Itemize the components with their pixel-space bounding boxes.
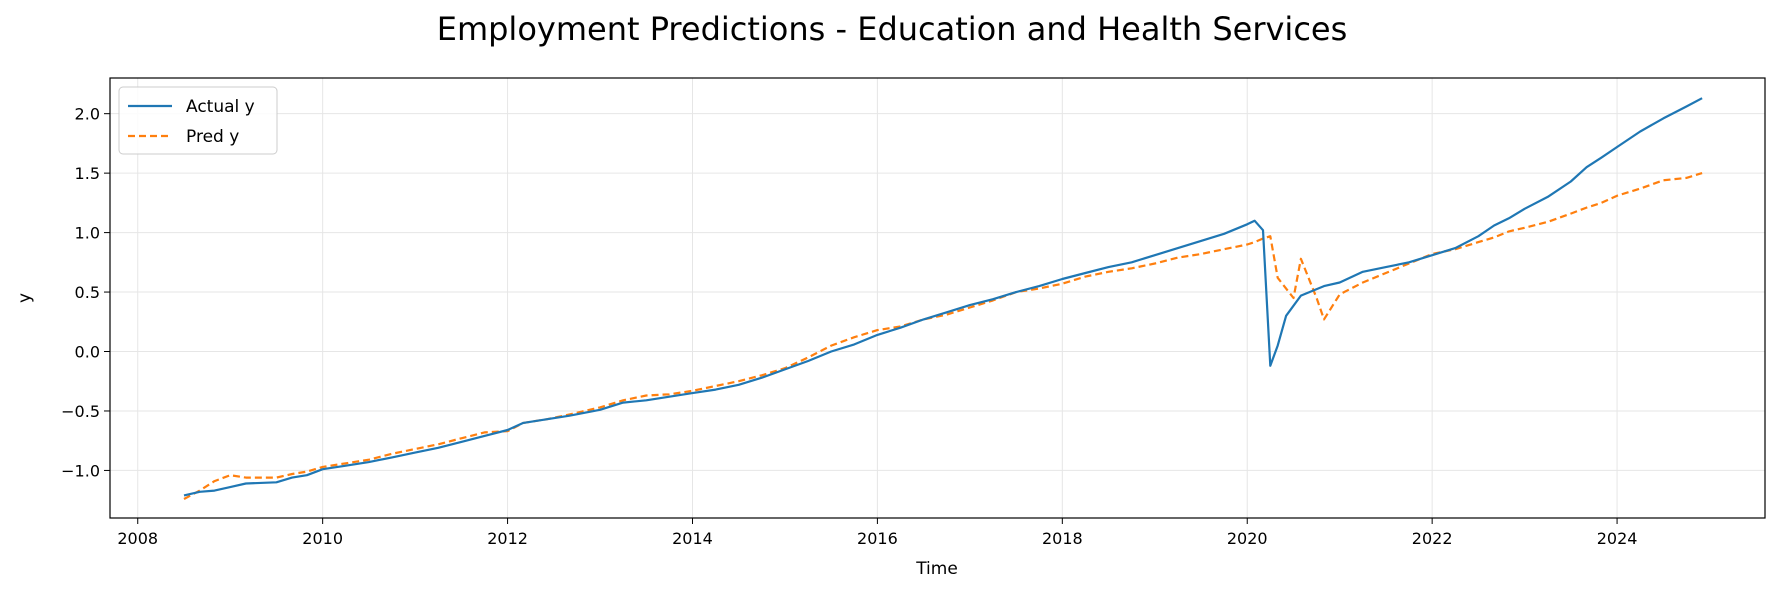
legend-label-pred: Pred y — [186, 127, 239, 147]
x-axis-label: Time — [915, 559, 958, 579]
chart-title: Employment Predictions - Education and H… — [437, 10, 1348, 48]
y-tick-label: 2.0 — [75, 105, 100, 124]
y-axis-label: y — [15, 293, 35, 303]
x-tick-label: 2016 — [857, 529, 898, 548]
y-tick-label: 0.0 — [75, 343, 100, 362]
x-axis: 2008 2010 2012 2014 2016 2018 2020 2022 2024 — [117, 518, 1637, 548]
x-tick-label: 2010 — [302, 529, 343, 548]
x-tick-label: 2020 — [1227, 529, 1268, 548]
x-tick-label: 2022 — [1412, 529, 1453, 548]
legend: Actual y Pred y — [118, 86, 278, 155]
series-line-actual — [183, 97, 1703, 497]
y-tick-label: 1.5 — [75, 164, 100, 183]
y-axis: −1.0 −0.5 0.0 0.5 1.0 1.5 2.0 — [61, 105, 110, 480]
y-tick-label: −1.0 — [61, 461, 100, 480]
y-tick-label: 0.5 — [75, 283, 100, 302]
legend-box — [118, 86, 278, 155]
legend-label-actual: Actual y — [186, 97, 255, 117]
plot-frame — [109, 77, 1766, 519]
x-tick-label: 2014 — [672, 529, 713, 548]
x-tick-label: 2012 — [487, 529, 528, 548]
y-tick-label: 1.0 — [75, 224, 100, 243]
y-tick-label: −0.5 — [61, 402, 100, 421]
x-tick-label: 2024 — [1597, 529, 1638, 548]
series-layer — [183, 97, 1703, 500]
x-tick-label: 2018 — [1042, 529, 1083, 548]
grid — [110, 78, 1765, 518]
x-tick-label: 2008 — [117, 529, 158, 548]
